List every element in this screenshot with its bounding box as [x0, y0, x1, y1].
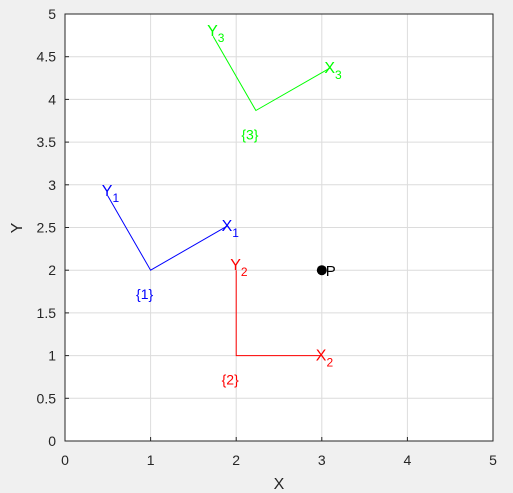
- frame-3-name: {3}: [241, 127, 258, 143]
- point-marker-group: P: [316, 263, 336, 280]
- frame-3-y-axis-label: Y3: [207, 23, 225, 45]
- frame-2-axes: [235, 270, 322, 357]
- x-tick-label: 5: [489, 452, 497, 468]
- y-axis-label: Y: [9, 222, 26, 233]
- y-tick-label: 1.5: [37, 305, 57, 321]
- x-tick-label: 2: [232, 452, 240, 468]
- y-tick-label: 2.5: [37, 220, 57, 236]
- point-p-marker: [316, 265, 327, 276]
- frame-2-y-axis-label: Y2: [230, 257, 248, 279]
- grid: [64, 13, 494, 442]
- frame-1-y-label-main: Y: [102, 183, 113, 200]
- frame-2-x-label-main: X: [316, 348, 327, 365]
- axis-ticks: 0 1 2 3 4 5 0 0.5 1 1.5 2 2.5 3 3.5 4 4.5 5: [37, 6, 498, 468]
- frame-1-axes: [107, 195, 228, 271]
- frame-1-name: {1}: [136, 286, 153, 302]
- frame-3-x-label-main: X: [324, 60, 335, 77]
- x-axis-label: X: [274, 476, 285, 493]
- y-tick-label: 2: [48, 262, 56, 278]
- y-tick-label: 0.5: [37, 390, 57, 406]
- point-p-label: P: [326, 263, 336, 280]
- frame-3-axes: [212, 35, 331, 112]
- frame-1-x-label-main: X: [222, 218, 233, 235]
- x-tick-label: 3: [318, 452, 326, 468]
- frame-3-x-axis-label: X3: [324, 60, 342, 82]
- y-tick-label: 3.5: [37, 134, 57, 150]
- frame-3-x-label-sub: 3: [335, 68, 342, 82]
- x-tick-label: 0: [61, 452, 69, 468]
- frame-2-name: {2}: [222, 372, 239, 388]
- y-tick-label: 3: [48, 177, 56, 193]
- frame-1-y-axis-label: Y1: [102, 183, 120, 205]
- frame-1-y-label-sub: 1: [112, 191, 119, 205]
- y-tick-label: 4.5: [37, 49, 57, 65]
- frame-1-x-axis-label: X1: [222, 218, 240, 240]
- frame-3-y-label-sub: 3: [218, 31, 225, 45]
- frame-1-x-label-sub: 1: [232, 226, 239, 240]
- frame-3-y-label-main: Y: [207, 23, 218, 40]
- x-tick-label: 4: [404, 452, 412, 468]
- y-tick-label: 5: [48, 6, 56, 22]
- x-tick-label: 1: [147, 452, 155, 468]
- frame-2-y-label-main: Y: [230, 257, 241, 274]
- frame-2-y-label-sub: 2: [241, 265, 248, 279]
- y-tick-label: 0: [48, 433, 56, 449]
- y-tick-label: 4: [48, 91, 56, 107]
- y-tick-label: 1: [48, 348, 56, 364]
- frame-2-x-label-sub: 2: [326, 356, 333, 370]
- frame-2-x-axis-label: X2: [316, 348, 334, 370]
